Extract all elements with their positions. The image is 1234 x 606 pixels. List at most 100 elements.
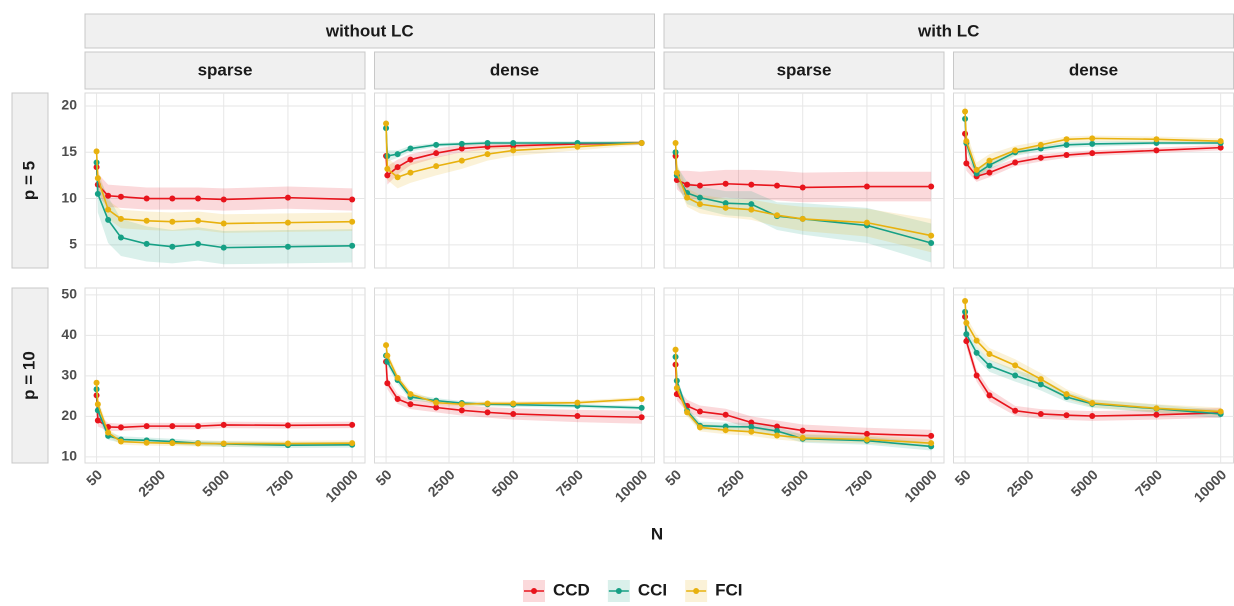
- y-tick-label: 50: [61, 286, 77, 302]
- row-strip: [11, 92, 49, 269]
- data-point: [962, 297, 969, 304]
- data-point: [673, 169, 680, 176]
- data-point: [1037, 141, 1044, 148]
- legend-key-point: [615, 588, 622, 594]
- panel: [953, 288, 1234, 463]
- data-point: [774, 182, 781, 189]
- data-point: [384, 165, 391, 172]
- panel: [664, 288, 944, 463]
- data-point: [93, 379, 100, 386]
- data-point: [774, 432, 781, 439]
- data-point: [1153, 405, 1160, 412]
- data-point: [394, 395, 401, 402]
- data-point: [799, 215, 806, 222]
- x-axis-label: N: [651, 524, 663, 543]
- data-point: [1153, 136, 1160, 143]
- series-line: [964, 111, 1221, 172]
- data-point: [1037, 154, 1044, 161]
- data-point: [1063, 412, 1070, 419]
- data-point: [195, 440, 202, 447]
- panel: [374, 288, 655, 463]
- data-point: [986, 157, 993, 164]
- data-point: [722, 204, 729, 211]
- confidence-band: [965, 105, 1221, 178]
- data-point: [973, 337, 980, 344]
- confidence-band: [386, 355, 642, 424]
- legend-label: FCI: [715, 580, 742, 599]
- data-point: [1089, 140, 1096, 147]
- data-point: [696, 182, 703, 189]
- data-point: [433, 404, 440, 411]
- series-line: [385, 142, 642, 178]
- data-point: [195, 195, 202, 202]
- panel-strip-label: dense: [1069, 60, 1118, 79]
- y-tick-label: 10: [61, 189, 77, 205]
- data-point: [928, 183, 935, 190]
- y-tick-label: 10: [61, 448, 77, 464]
- data-point: [93, 148, 100, 155]
- data-point: [94, 401, 101, 408]
- data-point: [458, 407, 465, 414]
- data-point: [94, 417, 101, 424]
- data-point: [384, 352, 391, 359]
- column-strip-label: with LC: [917, 21, 979, 40]
- data-point: [484, 140, 491, 146]
- data-point: [458, 401, 465, 408]
- data-point: [986, 362, 993, 369]
- series-line: [95, 162, 353, 249]
- series-line: [385, 345, 642, 406]
- data-point: [458, 145, 465, 152]
- data-point: [117, 438, 124, 445]
- data-point: [407, 145, 414, 152]
- data-point: [574, 413, 581, 420]
- data-point: [696, 201, 703, 208]
- data-point: [394, 374, 401, 381]
- data-point: [349, 440, 356, 447]
- data-point: [684, 409, 691, 416]
- panel: [85, 288, 365, 463]
- data-point: [1012, 372, 1019, 379]
- data-point: [1037, 381, 1044, 388]
- data-point: [510, 410, 517, 417]
- series-line: [95, 389, 353, 446]
- data-point: [1153, 147, 1160, 154]
- data-point: [169, 243, 176, 250]
- data-point: [220, 196, 227, 203]
- data-point: [383, 120, 390, 127]
- data-point: [1037, 410, 1044, 417]
- data-point: [748, 206, 755, 213]
- data-point: [433, 399, 440, 406]
- data-point: [986, 169, 993, 176]
- data-point: [722, 427, 729, 434]
- data-point: [284, 243, 291, 250]
- data-point: [117, 193, 124, 200]
- confidence-band: [675, 144, 932, 263]
- data-point: [863, 183, 870, 190]
- data-point: [433, 141, 440, 148]
- data-point: [963, 160, 970, 167]
- data-point: [1063, 141, 1070, 148]
- data-point: [1153, 411, 1160, 418]
- data-point: [684, 181, 691, 188]
- data-point: [407, 169, 414, 176]
- data-point: [143, 240, 150, 247]
- series-line: [385, 355, 642, 409]
- data-point: [638, 414, 645, 421]
- data-point: [384, 172, 391, 179]
- panel-strip: [84, 51, 366, 90]
- panel-strip-label: sparse: [198, 60, 253, 79]
- data-point: [799, 434, 806, 441]
- data-point: [1089, 400, 1096, 407]
- series-line: [95, 151, 353, 225]
- series-line: [95, 167, 353, 201]
- data-point: [672, 140, 679, 146]
- data-point: [143, 217, 150, 224]
- data-point: [284, 422, 291, 429]
- data-point: [510, 147, 517, 154]
- data-point: [973, 372, 980, 379]
- data-point: [1089, 135, 1096, 142]
- data-point: [407, 401, 414, 408]
- series-line: [964, 300, 1221, 413]
- data-point: [105, 429, 112, 436]
- panel-background: [84, 92, 366, 269]
